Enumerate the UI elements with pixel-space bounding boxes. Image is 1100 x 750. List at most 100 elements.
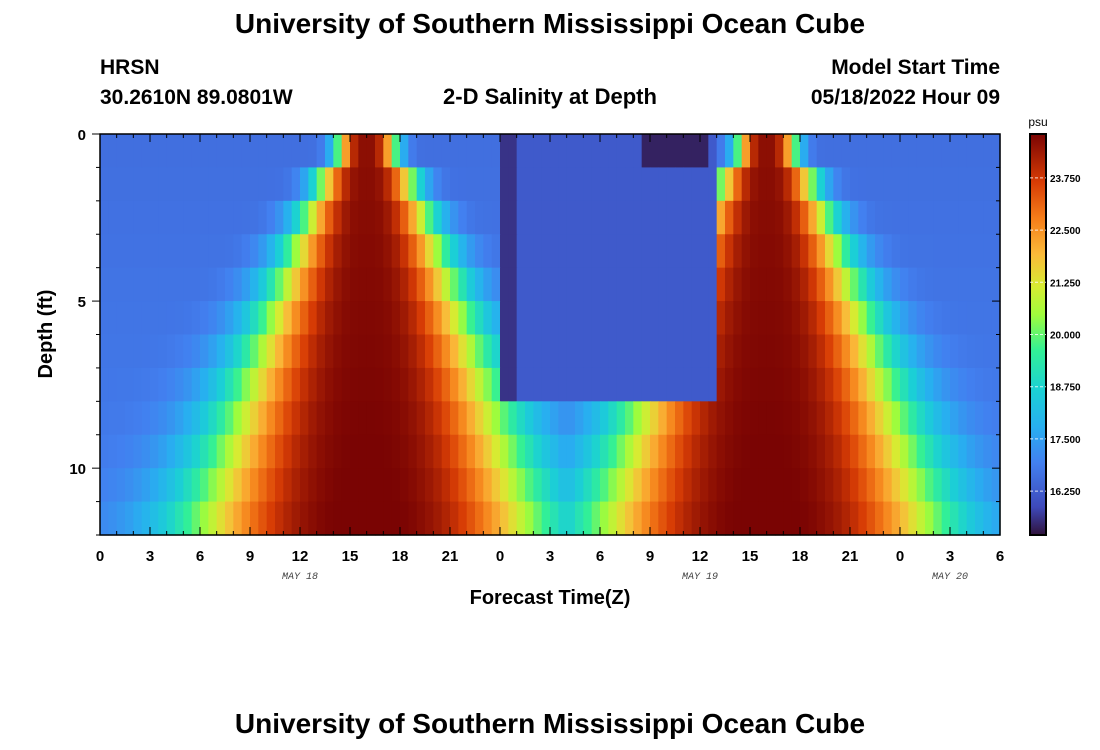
heatmap-cell — [183, 501, 193, 536]
heatmap-cell — [750, 334, 759, 369]
heatmap-cell — [391, 167, 401, 202]
heatmap-cell — [250, 234, 259, 269]
heatmap-cell — [325, 501, 334, 536]
heatmap-cell — [483, 301, 493, 336]
heatmap-cell — [541, 501, 551, 536]
heatmap-cell — [150, 434, 159, 469]
heatmap-cell — [875, 401, 884, 436]
heatmap-cell — [841, 468, 851, 503]
heatmap-cell — [841, 200, 851, 235]
x-axis-label: Forecast Time(Z) — [470, 587, 631, 609]
heatmap-cell — [883, 434, 893, 469]
heatmap-cell — [583, 301, 593, 336]
heatmap-cell — [416, 468, 426, 503]
heatmap-cell — [791, 301, 801, 336]
heatmap-cell — [483, 200, 493, 235]
heatmap-cell — [466, 401, 476, 436]
heatmap-cell — [633, 267, 643, 302]
heatmap-cell — [733, 167, 743, 202]
heatmap-cell — [983, 434, 993, 469]
heatmap-cell — [916, 334, 926, 369]
heatmap-cell — [141, 267, 151, 302]
heatmap-cell — [166, 434, 176, 469]
heatmap-cell — [383, 401, 393, 436]
heatmap-cell — [125, 434, 134, 469]
heatmap-cell — [341, 301, 351, 336]
heatmap-cell — [158, 468, 168, 503]
heatmap-cell — [641, 468, 651, 503]
heatmap-cell — [541, 200, 551, 235]
heatmap-cell — [575, 334, 584, 369]
heatmap-cell — [358, 234, 368, 269]
heatmap-cell — [108, 267, 118, 302]
heatmap-cell — [641, 301, 651, 336]
heatmap-cell — [200, 434, 209, 469]
heatmap-cell — [558, 401, 568, 436]
heatmap-cell — [700, 501, 709, 536]
heatmap-cell — [175, 501, 184, 536]
heatmap-cell — [150, 134, 159, 169]
heatmap-cell — [416, 134, 426, 169]
heatmap-cell — [358, 200, 368, 235]
heatmap-cell — [941, 334, 951, 369]
heatmap-cell — [258, 501, 268, 536]
heatmap-cell — [475, 401, 484, 436]
heatmap-cell — [541, 134, 551, 169]
heatmap-cell — [108, 301, 118, 336]
heatmap-cell — [158, 334, 168, 369]
heatmap-cell — [925, 234, 934, 269]
heatmap-cell — [266, 301, 276, 336]
heatmap-cell — [683, 367, 693, 402]
heatmap-cell — [700, 434, 709, 469]
heatmap-cell — [141, 434, 151, 469]
heatmap-cell — [141, 234, 151, 269]
heatmap-cell — [183, 367, 193, 402]
heatmap-cell — [550, 200, 559, 235]
heatmap-cell — [175, 401, 184, 436]
heatmap-cell — [833, 134, 843, 169]
heatmap-cell — [725, 468, 734, 503]
heatmap-cell — [725, 167, 734, 202]
heatmap-cell — [958, 434, 968, 469]
heatmap-cell — [566, 334, 576, 369]
heatmap-cell — [475, 200, 484, 235]
heatmap-cell — [816, 234, 826, 269]
heatmap-cell — [141, 501, 151, 536]
heatmap-cell — [216, 200, 226, 235]
heatmap-cell — [283, 468, 293, 503]
heatmap-cell — [891, 200, 901, 235]
heatmap-cell — [833, 334, 843, 369]
heatmap-cell — [475, 468, 484, 503]
heatmap-cell — [800, 167, 809, 202]
heatmap-cell — [558, 434, 568, 469]
heatmap-cell — [691, 267, 701, 302]
heatmap-cell — [300, 134, 309, 169]
heatmap-cell — [683, 401, 693, 436]
heatmap-cell — [925, 134, 934, 169]
heatmap-cell — [483, 501, 493, 536]
heatmap-cell — [683, 167, 693, 202]
heatmap-cell — [533, 434, 543, 469]
heatmap-cell — [825, 367, 834, 402]
heatmap-cell — [708, 468, 718, 503]
heatmap-cell — [250, 301, 259, 336]
heatmap-cell — [491, 134, 501, 169]
heatmap-cell — [266, 234, 276, 269]
heatmap-cell — [241, 401, 251, 436]
heatmap-cell — [308, 267, 318, 302]
date-label: MAY 19 — [682, 572, 718, 583]
heatmap-cell — [975, 401, 984, 436]
heatmap-cell — [375, 234, 384, 269]
heatmap-cell — [583, 367, 593, 402]
heatmap-cell — [950, 468, 959, 503]
heatmap-cell — [458, 167, 468, 202]
heatmap-cell — [275, 234, 284, 269]
heatmap-cell — [191, 334, 201, 369]
heatmap-cell — [700, 267, 709, 302]
heatmap-cell — [658, 367, 668, 402]
heatmap-cell — [133, 468, 143, 503]
heatmap-cell — [325, 167, 334, 202]
heatmap-cell — [533, 401, 543, 436]
heatmap-cell — [450, 401, 459, 436]
heatmap-cell — [875, 200, 884, 235]
